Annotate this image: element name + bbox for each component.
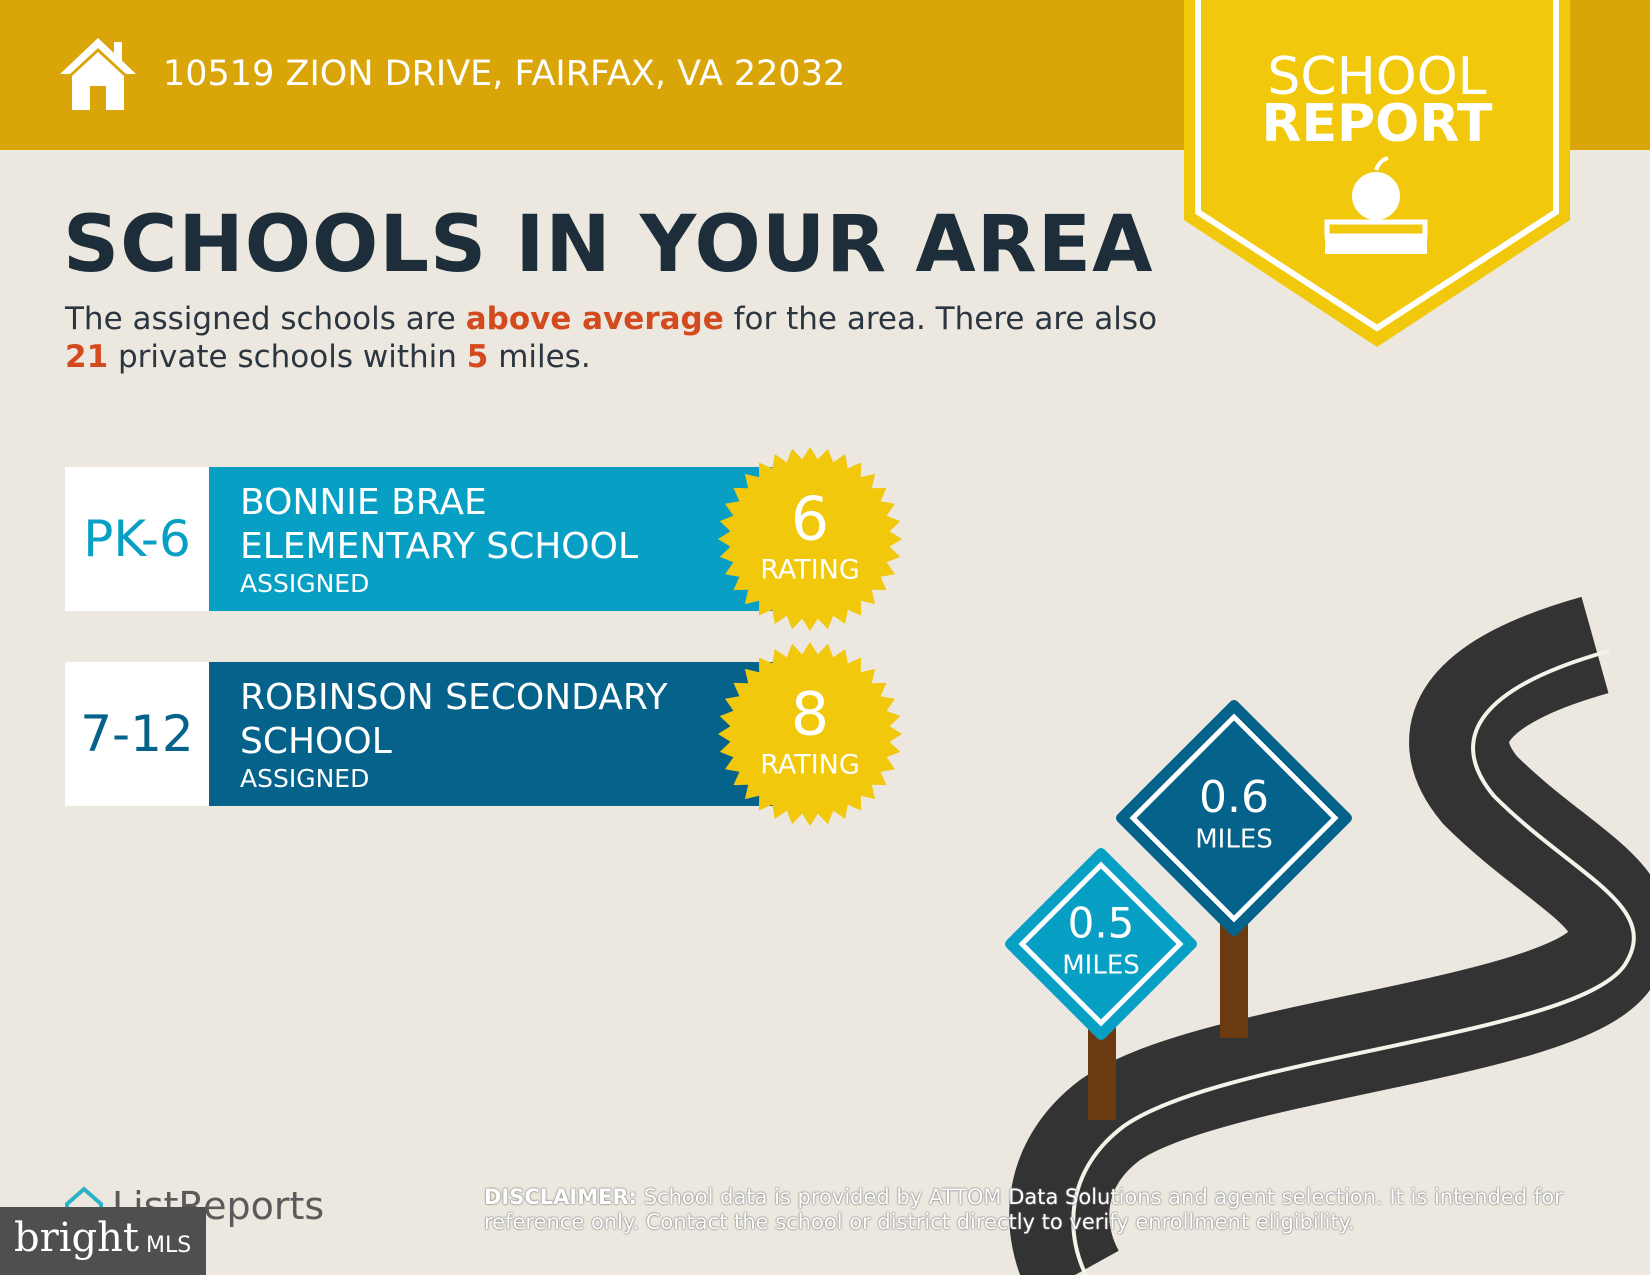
- summary-text: private schools within: [118, 339, 457, 375]
- mls-logo: bright MLS: [0, 1207, 206, 1275]
- school-report-badge: SCHOOL REPORT: [1184, 0, 1570, 347]
- distance-value: 0.6: [1199, 772, 1269, 823]
- disclaimer-label: DISCLAIMER:: [484, 1185, 638, 1209]
- road: [1009, 596, 1650, 1275]
- rating-label: RATING: [760, 555, 860, 586]
- distance-sign: [1116, 700, 1352, 936]
- rating-label: RATING: [760, 750, 860, 781]
- disclaimer-text: School data is provided by ATTOM Data So…: [484, 1185, 1563, 1234]
- road-line: [1071, 649, 1636, 1275]
- rating-word: above average: [465, 301, 724, 337]
- school-name: ROBINSON SECONDARY SCHOOL: [240, 677, 668, 762]
- summary-text: miles.: [498, 339, 591, 375]
- apple-books-icon: [1324, 156, 1428, 254]
- address: 10519 ZION DRIVE, FAIRFAX, VA 22032: [163, 54, 846, 94]
- distance-unit: MILES: [1195, 825, 1273, 855]
- summary: The assigned schools are above average f…: [65, 300, 1165, 376]
- rating-value: 6: [791, 485, 829, 555]
- grade-range: 7-12: [65, 662, 209, 806]
- school-status: ASSIGNED: [240, 569, 370, 598]
- school-row: 7-12 ROBINSON SECONDARY SCHOOL ASSIGNED: [65, 662, 779, 806]
- seal-shape: [718, 447, 902, 631]
- page-title: SCHOOLS IN YOUR AREA: [63, 200, 1154, 290]
- home-icon: [60, 38, 136, 110]
- school-name: BONNIE BRAE ELEMENTARY SCHOOL: [240, 482, 639, 567]
- radius: 5: [466, 339, 489, 375]
- summary-text: The assigned schools are: [65, 301, 456, 337]
- distance-unit: MILES: [1062, 951, 1140, 981]
- rating-value: 8: [791, 680, 829, 750]
- seal-shape: [718, 642, 902, 826]
- badge-line2: REPORT: [1261, 94, 1493, 154]
- private-count: 21: [65, 339, 109, 375]
- summary-text: for the area. There are also: [733, 301, 1158, 337]
- school-row: PK-6 BONNIE BRAE ELEMENTARY SCHOOL ASSIGNE…: [65, 467, 779, 611]
- mls-suffix: MLS: [146, 1233, 192, 1258]
- school-bar: ROBINSON SECONDARY SCHOOL ASSIGNED: [209, 662, 779, 806]
- school-status: ASSIGNED: [240, 764, 370, 793]
- school-bar: BONNIE BRAE ELEMENTARY SCHOOL ASSIGNED: [209, 467, 779, 611]
- distance-sign: [1005, 848, 1197, 1040]
- sign-border: [1018, 861, 1184, 1027]
- disclaimer: DISCLAIMER: School data is provided by A…: [484, 1185, 1564, 1235]
- sign-border: [1129, 713, 1339, 923]
- grade-range: PK-6: [65, 467, 209, 611]
- mls-brand: bright: [14, 1215, 139, 1261]
- badge-line1: SCHOOL: [1267, 47, 1486, 107]
- distance-value: 0.5: [1068, 899, 1135, 948]
